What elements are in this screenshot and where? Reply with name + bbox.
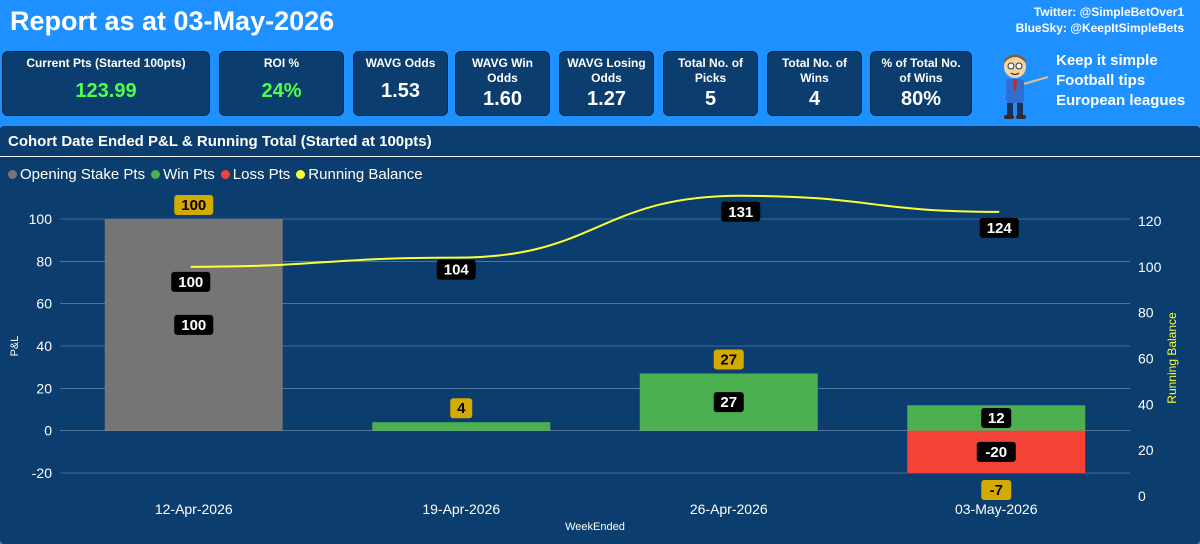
total-value-label: 100 <box>181 197 206 214</box>
segment-value-label: 100 <box>181 317 206 334</box>
kpi-value: 80% <box>900 88 942 110</box>
kpi-card-total-wins: Total No. of Wins 4 <box>767 51 862 116</box>
kpi-value: 1.53 <box>381 80 420 102</box>
total-value-label: 27 <box>720 352 737 369</box>
legend-item-win-pts[interactable]: Win Pts <box>151 166 215 183</box>
kpi-label: WAVG Win Odds <box>472 56 533 85</box>
legend-item-opening-stake[interactable]: Opening Stake Pts <box>8 166 145 183</box>
y2-tick-label: 0 <box>1138 488 1146 504</box>
legend-dot-icon <box>151 170 161 179</box>
bar-segment <box>372 422 551 431</box>
segment-value-label-bg <box>174 314 214 335</box>
promo-line: European leagues <box>1056 92 1186 109</box>
y-tick-label: 80 <box>36 253 52 269</box>
legend-label: Opening Stake Pts <box>20 166 146 183</box>
y-tick-label: 60 <box>36 296 52 312</box>
y2-tick-label: 20 <box>1138 442 1154 458</box>
running-balance-line <box>190 194 1000 268</box>
y-tick-label: 20 <box>36 380 52 396</box>
running-balance-label-bg <box>436 259 476 280</box>
promo-line: Football tips <box>1056 72 1146 89</box>
bluesky-handle[interactable]: BlueSky: @KeepItSimpleBets <box>1015 21 1184 35</box>
x-tick-label: 03-May-2026 <box>955 501 1038 517</box>
cartoon-presenter-icon <box>1004 54 1049 119</box>
running-balance-label: 100 <box>178 274 203 291</box>
report-title: Report as at 03-May-2026 <box>10 6 335 36</box>
promo-block: Keep it simple Football tips European le… <box>990 51 1195 121</box>
running-balance-label-bg <box>171 271 211 292</box>
legend-dot-icon <box>220 170 230 179</box>
kpi-label: Current Pts (Started 100pts) <box>26 56 186 70</box>
y-tick-label: 0 <box>44 423 52 439</box>
segment-value-label: 27 <box>720 394 737 411</box>
twitter-handle[interactable]: Twitter: @SimpleBetOver1 <box>1033 5 1184 19</box>
kpi-card-wavg-losing-odds: WAVG Losing Odds 1.27 <box>559 51 654 116</box>
segment-value-label-bg <box>713 392 744 413</box>
y2-tick-label: 100 <box>1138 259 1162 275</box>
pnl-combo-chart: 100 80 60 40 20 0 -20 120 100 80 60 40 20 0 P&L Running… <box>9 194 1179 533</box>
running-balance-label-bg <box>721 201 761 222</box>
x-tick-label: 26-Apr-2026 <box>690 501 768 517</box>
running-balance-label-bg <box>979 217 1019 238</box>
kpi-label: Total No. of Picks <box>677 56 744 85</box>
y2-tick-label: 60 <box>1138 351 1154 367</box>
kpi-label: WAVG Losing Odds <box>567 56 646 85</box>
kpi-card-total-picks: Total No. of Picks 5 <box>663 51 758 116</box>
social-handles: Twitter: @SimpleBetOver1 BlueSky: @KeepI… <box>1016 4 1184 36</box>
kpi-card-roi: ROI % 24% <box>219 51 344 116</box>
legend-item-running-balance[interactable]: Running Balance <box>296 166 423 183</box>
kpi-label: % of Total No. of Wins <box>881 56 961 85</box>
chart-legend: Opening Stake Pts Win Pts Loss Pts Runni… <box>8 166 423 183</box>
running-balance-label: 104 <box>444 262 470 279</box>
y-tick-label: 40 <box>36 338 52 354</box>
kpi-label: Total No. of Wins <box>781 56 848 85</box>
kpi-card-wavg-odds: WAVG Odds 1.53 <box>353 51 448 116</box>
segment-value-label-bg <box>981 407 1012 428</box>
running-balance-label: 124 <box>987 220 1013 237</box>
y2-tick-label: 120 <box>1138 213 1162 229</box>
y2-tick-label: 80 <box>1138 305 1154 321</box>
kpi-value: 4 <box>808 88 821 110</box>
y-tick-label: -20 <box>32 465 52 481</box>
y-axis-title: P&L <box>9 336 21 357</box>
y2-tick-label: 40 <box>1138 396 1154 412</box>
y2-axis-title: Running Balance <box>1165 312 1179 404</box>
segment-value-label: -20 <box>985 444 1007 461</box>
running-balance-label: 131 <box>728 204 753 221</box>
legend-label: Win Pts <box>163 166 215 183</box>
legend-item-loss-pts[interactable]: Loss Pts <box>220 166 291 183</box>
legend-dot-icon <box>296 170 306 179</box>
total-value-label-bg <box>713 349 744 370</box>
total-value-label-bg <box>174 195 214 215</box>
title-divider <box>0 156 1200 157</box>
segment-value-label: 12 <box>988 410 1005 427</box>
x-tick-label: 12-Apr-2026 <box>155 501 233 517</box>
segment-value-label-bg <box>976 441 1016 462</box>
total-value-label: -7 <box>990 482 1003 499</box>
kpi-value: 5 <box>704 88 717 110</box>
kpi-label: WAVG Odds <box>365 56 436 70</box>
x-tick-label: 19-Apr-2026 <box>422 501 500 517</box>
promo-line: Keep it simple <box>1056 52 1158 69</box>
legend-label: Running Balance <box>308 166 423 183</box>
kpi-label: ROI % <box>263 56 300 70</box>
y-tick-label: 100 <box>29 211 53 227</box>
x-axis-title: WeekEnded <box>565 521 625 533</box>
kpi-value: 123.99 <box>75 80 137 102</box>
kpi-value: 1.27 <box>587 88 626 110</box>
kpi-card-wavg-win-odds: WAVG Win Odds 1.60 <box>455 51 550 116</box>
kpi-value: 1.60 <box>483 88 522 110</box>
total-value-label-bg <box>450 398 473 419</box>
chart-title: Cohort Date Ended P&L & Running Total (S… <box>8 133 432 150</box>
kpi-value: 24% <box>261 80 302 102</box>
total-value-label-bg <box>981 480 1012 500</box>
kpi-card-pct-wins: % of Total No. of Wins 80% <box>870 51 972 116</box>
kpi-card-current-pts: Current Pts (Started 100pts) 123.99 <box>2 51 210 116</box>
legend-dot-icon <box>8 170 17 179</box>
legend-label: Loss Pts <box>232 166 291 183</box>
total-value-label: 4 <box>457 400 466 417</box>
